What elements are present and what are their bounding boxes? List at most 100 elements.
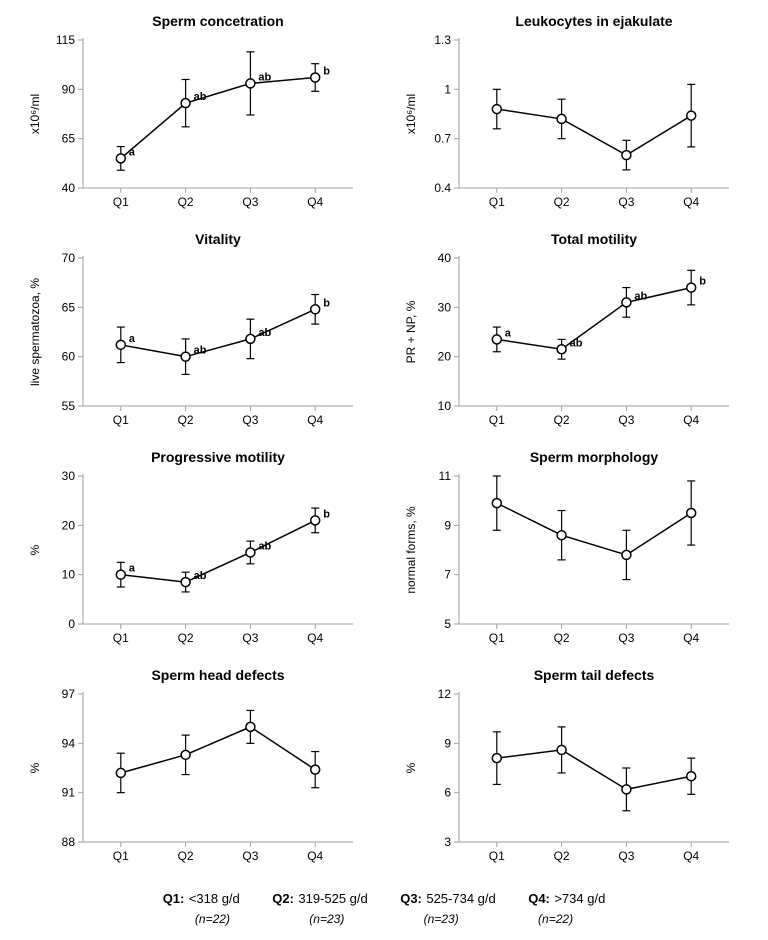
xtick-label: Q4	[683, 631, 699, 645]
series-line	[121, 727, 315, 773]
xtick-label: Q1	[489, 631, 505, 645]
data-point	[557, 531, 566, 540]
series-line	[497, 109, 691, 155]
y-axis-label: %	[28, 544, 42, 555]
point-annotation: a	[129, 563, 136, 575]
xtick-label: Q3	[242, 849, 258, 863]
ytick-label: 10	[438, 399, 452, 413]
data-point	[181, 578, 190, 587]
data-point	[311, 73, 320, 82]
point-annotation: b	[323, 508, 330, 520]
ytick-label: 70	[62, 251, 76, 265]
panel-title: Leukocytes in ejakulate	[515, 13, 672, 29]
data-point	[557, 114, 566, 123]
point-annotation: ab	[570, 337, 583, 349]
data-point	[181, 352, 190, 361]
data-point	[116, 154, 125, 163]
ytick-label: 3	[444, 835, 451, 849]
data-point	[687, 111, 696, 120]
legend-q1-label: Q1:	[163, 891, 185, 906]
xtick-label: Q4	[307, 631, 323, 645]
xtick-label: Q3	[242, 413, 258, 427]
data-point	[492, 105, 501, 114]
data-point	[116, 570, 125, 579]
data-point	[181, 750, 190, 759]
legend: Q1: <318 g/d Q2: 319-525 g/d Q3: 525-734…	[0, 890, 768, 926]
legend-ranges: Q1: <318 g/d Q2: 319-525 g/d Q3: 525-734…	[0, 890, 768, 908]
ytick-label: 97	[62, 687, 76, 701]
point-annotation: a	[129, 333, 136, 345]
point-annotation: ab	[258, 327, 271, 339]
y-axis-label: PR + NP, %	[404, 300, 418, 363]
ytick-label: 94	[62, 736, 76, 750]
data-point	[116, 768, 125, 777]
data-point	[622, 298, 631, 307]
point-annotation: ab	[258, 540, 271, 552]
panel-5: Sperm morphology57911Q1Q2Q3Q4normal form…	[394, 446, 750, 656]
ytick-label: 9	[444, 736, 451, 750]
ytick-label: 5	[444, 617, 451, 631]
ytick-label: 40	[438, 251, 452, 265]
panel-title: Sperm concetration	[152, 13, 283, 29]
ytick-label: 40	[62, 181, 76, 195]
legend-q1-n: (n=22)	[195, 912, 230, 926]
data-point	[492, 335, 501, 344]
data-point	[311, 305, 320, 314]
xtick-label: Q4	[683, 195, 699, 209]
legend-q2-range: 319-525 g/d	[298, 891, 367, 906]
point-annotation: b	[699, 276, 706, 288]
y-axis-label: live spermatozoa, %	[28, 278, 42, 386]
xtick-label: Q2	[554, 413, 570, 427]
data-point	[492, 499, 501, 508]
xtick-label: Q1	[489, 195, 505, 209]
series-line	[121, 77, 315, 158]
ytick-label: 115	[56, 33, 75, 47]
panel-6: Sperm head defects88919497Q1Q2Q3Q4%	[18, 664, 374, 874]
xtick-label: Q2	[554, 631, 570, 645]
ytick-label: 65	[62, 300, 76, 314]
series-line	[497, 750, 691, 789]
ytick-label: 65	[62, 132, 76, 146]
data-point	[246, 334, 255, 343]
panel-svg: Sperm concetration406590115Q1Q2Q3Q4x10⁶/…	[18, 10, 374, 220]
xtick-label: Q4	[683, 849, 699, 863]
point-annotation: a	[129, 146, 136, 158]
ytick-label: 60	[62, 350, 76, 364]
figure-page: Sperm concetration406590115Q1Q2Q3Q4x10⁶/…	[0, 0, 768, 940]
ytick-label: 30	[62, 469, 76, 483]
xtick-label: Q1	[113, 413, 129, 427]
data-point	[557, 345, 566, 354]
xtick-label: Q2	[178, 849, 194, 863]
xtick-label: Q2	[554, 849, 570, 863]
legend-counts: (n=22) (n=23) (n=23) (n=22)	[0, 912, 768, 926]
data-point	[492, 754, 501, 763]
legend-q3-n: (n=23)	[424, 912, 459, 926]
xtick-label: Q3	[618, 195, 634, 209]
ytick-label: 10	[62, 568, 76, 582]
data-point	[622, 550, 631, 559]
panel-svg: Vitality55606570Q1Q2Q3Q4live spermatozoa…	[18, 228, 374, 438]
y-axis-label: %	[404, 762, 418, 773]
legend-q3-range: 525-734 g/d	[426, 891, 495, 906]
legend-q4-label: Q4:	[528, 891, 550, 906]
xtick-label: Q1	[489, 413, 505, 427]
panel-title: Sperm tail defects	[534, 667, 655, 683]
xtick-label: Q3	[242, 195, 258, 209]
point-annotation: ab	[634, 290, 647, 302]
point-annotation: ab	[258, 71, 271, 83]
ytick-label: 0	[68, 617, 75, 631]
series-line	[497, 288, 691, 350]
xtick-label: Q1	[489, 849, 505, 863]
xtick-label: Q4	[307, 849, 323, 863]
legend-q4-n: (n=22)	[538, 912, 573, 926]
point-annotation: ab	[194, 345, 207, 357]
y-axis-label: normal forms, %	[404, 506, 418, 594]
panel-0: Sperm concetration406590115Q1Q2Q3Q4x10⁶/…	[18, 10, 374, 220]
ytick-label: 6	[444, 786, 451, 800]
data-point	[622, 785, 631, 794]
point-annotation: b	[323, 297, 330, 309]
ytick-label: 11	[439, 469, 452, 483]
panel-title: Sperm morphology	[530, 449, 659, 465]
panel-4: Progressive motility0102030Q1Q2Q3Q4%aaba…	[18, 446, 374, 656]
y-axis-label: x10⁶/ml	[404, 94, 418, 134]
